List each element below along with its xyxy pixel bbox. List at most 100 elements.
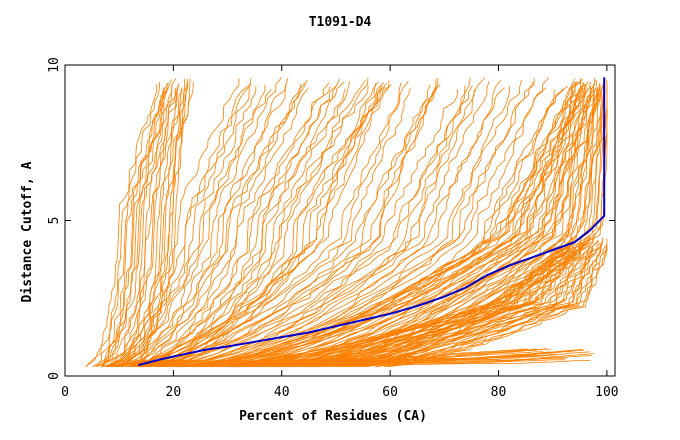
model-line xyxy=(322,236,596,368)
model-line xyxy=(250,81,592,368)
model-line xyxy=(148,85,473,368)
x-axis-label: Percent of Residues (CA) xyxy=(239,409,427,424)
model-line xyxy=(108,77,177,368)
model-line xyxy=(146,89,458,368)
model-line xyxy=(117,89,183,367)
model-line xyxy=(363,237,603,368)
model-line xyxy=(210,240,566,368)
model-line xyxy=(108,87,176,367)
model-line xyxy=(101,85,173,367)
model-line xyxy=(164,87,505,368)
model-line xyxy=(192,82,576,368)
model-line xyxy=(122,78,191,368)
model-line xyxy=(222,82,585,368)
model-line xyxy=(267,83,594,368)
model-line xyxy=(118,87,182,368)
y-tick-label: 5 xyxy=(47,217,62,225)
model-line xyxy=(141,84,441,368)
model-line xyxy=(192,88,565,368)
model-line xyxy=(335,85,605,368)
model-line xyxy=(137,81,351,368)
model-line xyxy=(186,81,579,368)
model-line xyxy=(383,244,608,368)
model-line xyxy=(387,247,608,368)
highlight-series xyxy=(137,77,606,367)
model-line xyxy=(375,244,608,368)
model-line xyxy=(110,77,283,368)
model-line xyxy=(284,80,597,368)
model-line xyxy=(131,88,438,368)
model-line xyxy=(114,83,287,368)
model-line xyxy=(170,79,502,368)
model-line xyxy=(94,78,240,368)
model-line xyxy=(92,87,164,368)
model-line xyxy=(106,86,178,368)
model-line xyxy=(269,88,592,368)
model-line xyxy=(226,82,584,368)
model-line xyxy=(234,86,587,368)
highlight-line xyxy=(137,77,606,367)
model-line xyxy=(203,348,551,368)
chart-title: T1091-D4 xyxy=(309,15,372,30)
x-tick-label: 80 xyxy=(491,385,507,400)
model-line xyxy=(183,78,535,368)
model-line xyxy=(157,77,485,368)
model-line xyxy=(274,79,596,368)
x-tick-label: 0 xyxy=(61,385,69,400)
model-line xyxy=(85,83,158,368)
model-line xyxy=(102,85,250,368)
model-line xyxy=(119,88,309,368)
x-axis: 0 20 40 60 80 100 xyxy=(61,65,619,400)
model-line xyxy=(186,81,582,368)
model-line xyxy=(117,80,390,368)
model-line xyxy=(85,81,160,367)
model-line xyxy=(107,89,177,368)
x-tick-label: 100 xyxy=(595,385,618,400)
model-line xyxy=(138,84,431,368)
model-line xyxy=(365,243,602,368)
model-line xyxy=(108,85,257,368)
model-line xyxy=(132,85,337,368)
model-line xyxy=(127,81,194,368)
model-line xyxy=(100,79,172,368)
model-line xyxy=(100,82,170,367)
model-line xyxy=(274,351,591,368)
model-line xyxy=(125,82,402,368)
model-line xyxy=(177,79,523,368)
model-line xyxy=(134,78,341,368)
model-line xyxy=(355,83,608,368)
model-line xyxy=(329,85,605,368)
x-tick-label: 60 xyxy=(382,385,398,400)
model-line xyxy=(294,353,594,368)
model-line xyxy=(139,77,439,368)
model-line xyxy=(115,79,308,368)
y-tick-label: 0 xyxy=(47,372,62,380)
model-line xyxy=(147,83,387,368)
model-lines xyxy=(85,77,608,368)
model-line xyxy=(115,82,385,368)
model-line xyxy=(346,240,600,368)
model-line xyxy=(188,77,550,368)
model-line xyxy=(177,78,583,368)
model-line xyxy=(311,245,592,368)
model-line xyxy=(253,242,574,368)
x-tick-label: 20 xyxy=(166,385,182,400)
model-line xyxy=(140,78,437,368)
model-line xyxy=(159,89,475,368)
model-line xyxy=(304,246,590,368)
model-line xyxy=(155,78,471,368)
model-line xyxy=(119,84,301,368)
model-line xyxy=(127,86,331,368)
model-line xyxy=(315,87,603,368)
model-line xyxy=(113,77,289,368)
model-line xyxy=(131,88,345,368)
model-line xyxy=(270,349,584,368)
model-line xyxy=(95,88,169,367)
model-line xyxy=(179,81,535,368)
model-line xyxy=(146,81,379,368)
model-line xyxy=(105,78,252,368)
model-line xyxy=(128,81,409,368)
model-line xyxy=(110,84,266,368)
model-line xyxy=(105,89,272,368)
